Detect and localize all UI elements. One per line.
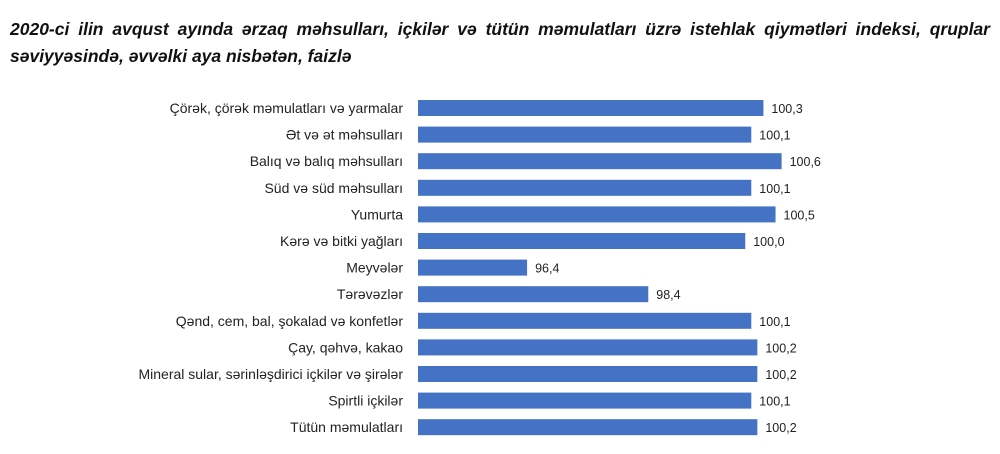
bar — [418, 126, 752, 143]
value-label: 100,5 — [784, 208, 815, 222]
bar — [418, 206, 776, 223]
bar — [418, 233, 746, 249]
category-label: Mineral sular, sərinləşdirici içkilər və… — [138, 366, 403, 382]
value-label: 100,0 — [753, 235, 784, 249]
bar — [418, 100, 764, 116]
value-label: 96,4 — [535, 262, 559, 276]
bar — [418, 419, 758, 436]
value-label: 100,6 — [790, 155, 821, 169]
category-label: Tütün məmulatları — [290, 419, 403, 435]
value-label: 100,2 — [765, 341, 796, 355]
value-label: 98,4 — [656, 288, 680, 302]
category-label: Spirtli içkilər — [328, 393, 403, 409]
category-label: Çörək, çörək məmulatları və yarmalar — [170, 100, 404, 116]
bar — [418, 339, 758, 356]
category-label: Tərəvəzlər — [337, 286, 403, 302]
category-label: Kərə və bitki yağları — [280, 233, 403, 249]
bar — [418, 153, 782, 170]
category-label: Qənd, cem, bal, şokalad və konfetlər — [176, 313, 404, 329]
category-label: Yumurta — [351, 206, 403, 222]
bar — [418, 286, 649, 303]
value-label: 100,2 — [765, 421, 796, 435]
value-label: 100,3 — [771, 102, 802, 116]
value-label: 100,1 — [759, 395, 790, 409]
value-label: 100,1 — [759, 315, 790, 329]
chart-title: 2020-ci ilin avqust ayında ərzaq məhsull… — [10, 19, 990, 66]
category-label: Çay, qəhvə, kakao — [288, 339, 403, 355]
bar — [418, 179, 752, 196]
bars-layer — [418, 100, 782, 436]
category-labels: Çörək, çörək məmulatları və yarmalar Ət v… — [138, 100, 403, 435]
category-label: Balıq və balıq məhsulları — [250, 153, 403, 169]
value-label: 100,1 — [759, 182, 790, 196]
category-label: Meyvələr — [346, 260, 403, 276]
bar — [418, 392, 752, 409]
bar — [418, 312, 752, 329]
category-label: Ət və ət məhsulları — [286, 127, 403, 143]
value-label: 100,2 — [765, 368, 796, 382]
value-labels: 100,3100,1100,6100,1100,5100,096,498,410… — [535, 102, 821, 435]
bar — [418, 366, 758, 382]
value-label: 100,1 — [759, 129, 790, 143]
category-label: Süd və süd məhsulları — [264, 180, 403, 196]
bar — [418, 259, 528, 276]
